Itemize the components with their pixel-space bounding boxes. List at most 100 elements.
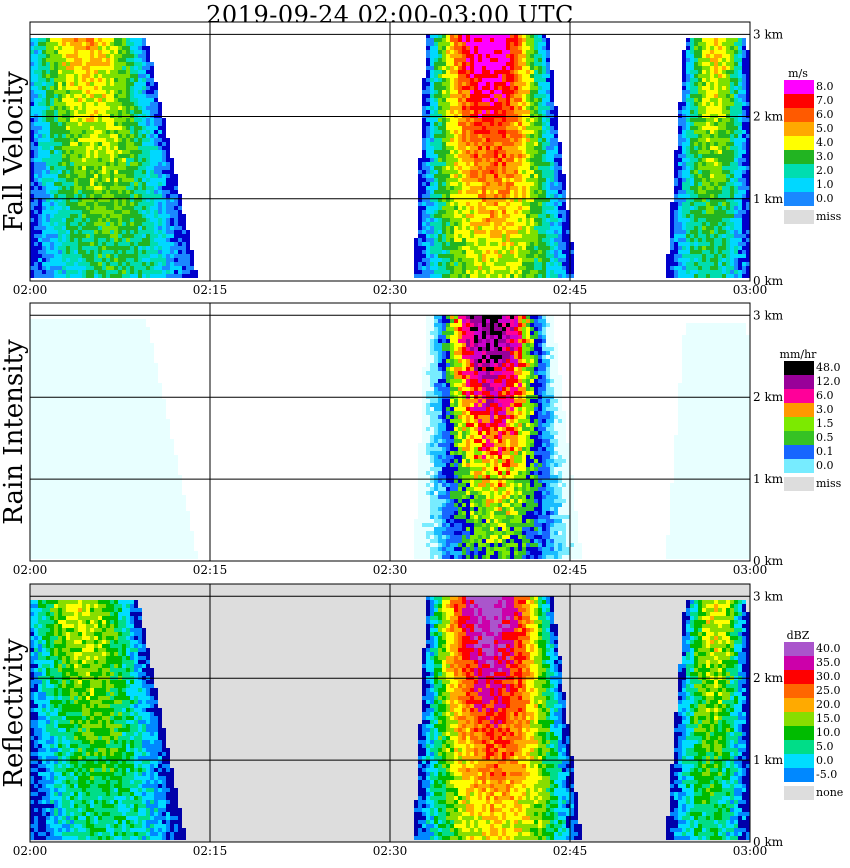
heatmap-cell (38, 114, 42, 118)
heatmap-cell (434, 242, 438, 246)
heatmap-cell (90, 262, 94, 266)
heatmap-cell (518, 86, 522, 90)
heatmap-cell (714, 270, 718, 274)
heatmap-cell (62, 210, 66, 214)
heatmap-cell (34, 62, 38, 66)
heatmap-cell (58, 266, 62, 270)
heatmap-cell (678, 246, 682, 250)
heatmap-cell (446, 62, 450, 66)
heatmap-cell (86, 254, 90, 258)
heatmap-cell (714, 262, 718, 266)
heatmap-cell (698, 86, 702, 90)
heatmap-cell (162, 166, 166, 170)
heatmap-cell (454, 94, 458, 98)
heatmap-cell (38, 194, 42, 198)
heatmap-cell (146, 130, 150, 134)
heatmap-cell (150, 246, 154, 250)
heatmap-cell (38, 230, 42, 234)
heatmap-cell (718, 110, 722, 114)
heatmap-cell (426, 66, 430, 70)
heatmap-cell (546, 158, 550, 162)
heatmap-cell (546, 242, 550, 246)
heatmap-cell (498, 78, 502, 82)
heatmap-cell (482, 62, 486, 66)
heatmap-cell (526, 34, 530, 38)
heatmap-cell (118, 266, 122, 270)
heatmap-cell (538, 230, 542, 234)
heatmap-cell (154, 82, 158, 86)
heatmap-cell (554, 210, 558, 214)
heatmap-cell (430, 206, 434, 210)
heatmap-cell (470, 158, 474, 162)
heatmap-cell (546, 130, 550, 134)
heatmap-cell (546, 262, 550, 266)
heatmap-cell (46, 258, 50, 262)
heatmap-cell (86, 126, 90, 130)
heatmap-cell (686, 270, 690, 274)
heatmap-cell (718, 122, 722, 126)
heatmap-cell (682, 142, 686, 146)
heatmap-cell (474, 242, 478, 246)
heatmap-cell (94, 118, 98, 122)
heatmap-cell (146, 118, 150, 122)
heatmap-cell (122, 70, 126, 74)
heatmap-cell (538, 222, 542, 226)
heatmap-cell (150, 66, 154, 70)
heatmap-cell (74, 142, 78, 146)
heatmap-cell (442, 210, 446, 214)
heatmap-cell (430, 194, 434, 198)
heatmap-cell (450, 226, 454, 230)
heatmap-cell (690, 202, 694, 206)
heatmap-cell (30, 110, 34, 114)
heatmap-cell (82, 146, 86, 150)
heatmap-cell (702, 54, 706, 58)
heatmap-cell (38, 70, 42, 74)
heatmap-cell (458, 174, 462, 178)
heatmap-cell (710, 242, 714, 246)
heatmap-cell (706, 114, 710, 118)
heatmap-cell (514, 250, 518, 254)
heatmap-cell (682, 126, 686, 130)
heatmap-cell (514, 66, 518, 70)
heatmap-cell (494, 106, 498, 110)
heatmap-cell (514, 198, 518, 202)
heatmap-cell (510, 126, 514, 130)
heatmap-cell (530, 34, 534, 38)
heatmap-cell (154, 222, 158, 226)
heatmap-cell (478, 198, 482, 202)
heatmap-cell (114, 198, 118, 202)
heatmap-cell (106, 262, 110, 266)
heatmap-cell (150, 146, 154, 150)
heatmap-cell (514, 98, 518, 102)
heatmap-cell (150, 238, 154, 242)
heatmap-cell (678, 110, 682, 114)
heatmap-cell (66, 98, 70, 102)
heatmap-cell (486, 98, 490, 102)
heatmap-cell (434, 162, 438, 166)
heatmap-cell (102, 58, 106, 62)
heatmap-cell (62, 166, 66, 170)
heatmap-cell (554, 262, 558, 266)
heatmap-cell (494, 186, 498, 190)
heatmap-cell (94, 234, 98, 238)
heatmap-cell (442, 62, 446, 66)
heatmap-cell (506, 110, 510, 114)
heatmap-cell (502, 146, 506, 150)
heatmap-cell (698, 218, 702, 222)
heatmap-cell (506, 58, 510, 62)
heatmap-cell (454, 242, 458, 246)
heatmap-cell (74, 230, 78, 234)
heatmap-cell (66, 178, 70, 182)
heatmap-cell (38, 62, 42, 66)
heatmap-cell (682, 154, 686, 158)
heatmap-cell (94, 38, 98, 42)
heatmap-cell (522, 58, 526, 62)
heatmap-cell (446, 74, 450, 78)
heatmap-cell (54, 38, 58, 42)
heatmap-cell (694, 262, 698, 266)
heatmap-cell (150, 258, 154, 262)
heatmap-cell (86, 190, 90, 194)
heatmap-cell (54, 102, 58, 106)
heatmap-cell (150, 210, 154, 214)
heatmap-cell (74, 154, 78, 158)
